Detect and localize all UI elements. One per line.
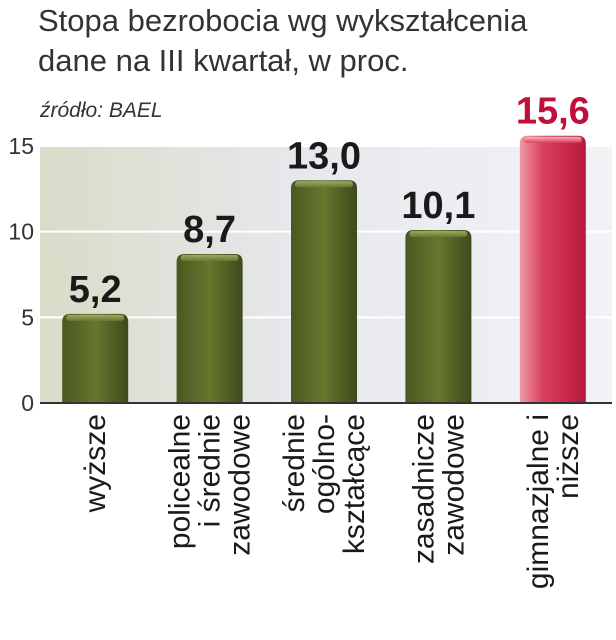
bar-body [62,313,129,403]
chart-source: źródło: BAEL [40,99,163,122]
bar-body [176,253,243,403]
y-tick-label: 5 [21,304,34,330]
category-label: zasadnicze [407,414,440,564]
value-labels: 5,2 8,7 13,0 10,1 15,6 [69,91,590,311]
bar [176,253,243,403]
y-axis: 0 5 10 15 [8,133,612,416]
category-label: policealne [164,414,197,549]
category-label: zawodowe [437,414,470,556]
bar-cap [180,254,239,261]
category-label: wyższe [79,414,112,513]
value-label: 10,1 [401,185,475,227]
bar-body [519,135,586,403]
bar-cap [523,136,582,143]
category-label: i średnie [194,414,227,527]
y-tick-label: 15 [8,133,34,159]
category-label: zawodowe [224,414,257,556]
y-tick-label: 0 [21,390,34,416]
category-label: ogólno- [308,414,341,514]
bar-cap [409,230,468,237]
value-label: 15,6 [516,91,590,133]
category-label: średnie [278,414,311,512]
bar [291,180,357,403]
category-label: kształcące [338,414,371,554]
bar [405,229,472,403]
value-label: 13,0 [287,135,361,177]
bar-cap [66,314,125,321]
bar-body [405,229,472,403]
bar-body [291,180,357,403]
bars [62,135,586,403]
bar [62,313,129,403]
y-tick-label: 10 [8,219,34,245]
value-label: 5,2 [69,269,122,311]
bar [519,135,586,403]
category-label: gimnazjalne i [522,414,555,589]
value-label: 8,7 [183,209,236,251]
category-label: niższe [552,414,585,499]
chart-title: Stopa bezrobocia wg wykształcenia [38,3,528,38]
bar-cap [295,181,353,188]
chart-subtitle: dane na III kwartał, w proc. [38,43,409,78]
